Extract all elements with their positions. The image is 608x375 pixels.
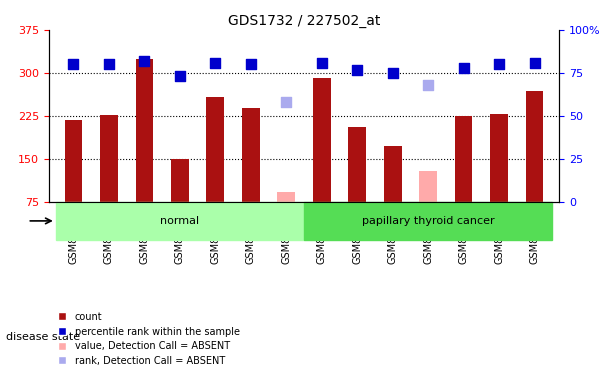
Point: [423, 82, 433, 88]
Bar: [207, 97, 224, 202]
Point: [494, 62, 504, 68]
Point: [246, 62, 255, 68]
Point: [388, 70, 398, 76]
Text: disease state: disease state: [6, 333, 80, 342]
Bar: [64, 120, 82, 202]
Bar: [100, 116, 118, 202]
Bar: [384, 146, 401, 202]
Point: [210, 60, 220, 66]
Point: [353, 66, 362, 72]
Point: [317, 60, 326, 66]
Point: [282, 99, 291, 105]
Point: [458, 65, 468, 71]
Bar: [171, 159, 188, 202]
Bar: [313, 78, 331, 202]
Bar: [277, 192, 295, 202]
Point: [175, 74, 185, 80]
Bar: [348, 128, 366, 202]
Bar: [420, 171, 437, 202]
Legend: count, percentile rank within the sample, value, Detection Call = ABSENT, rank, : count, percentile rank within the sample…: [54, 308, 244, 370]
Text: normal: normal: [161, 216, 199, 226]
Bar: [455, 116, 472, 202]
Point: [104, 62, 114, 68]
Bar: [304, 202, 552, 240]
Point: [69, 62, 78, 68]
Text: papillary thyroid cancer: papillary thyroid cancer: [362, 216, 494, 226]
Bar: [242, 108, 260, 202]
Bar: [490, 114, 508, 202]
Title: GDS1732 / 227502_at: GDS1732 / 227502_at: [228, 13, 380, 28]
Point: [530, 60, 539, 66]
Bar: [526, 91, 544, 202]
Bar: [56, 202, 304, 240]
Point: [139, 58, 150, 64]
Bar: [136, 58, 153, 202]
